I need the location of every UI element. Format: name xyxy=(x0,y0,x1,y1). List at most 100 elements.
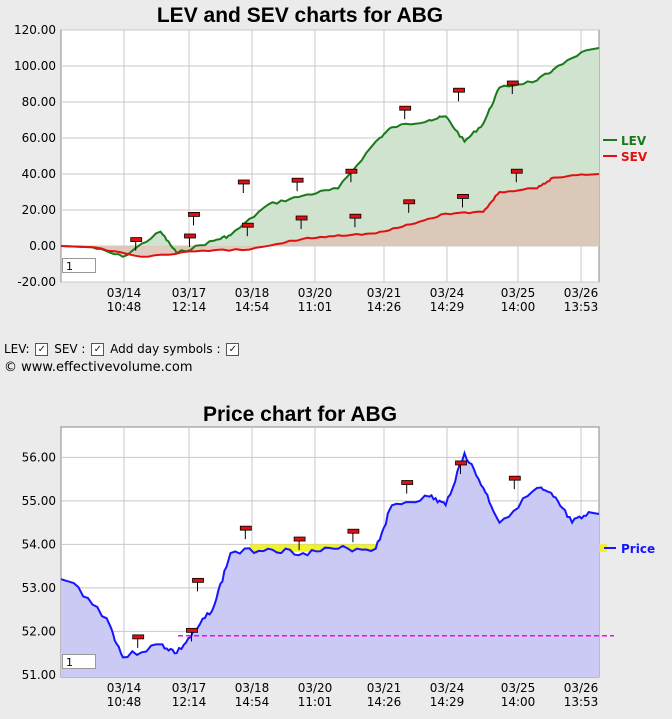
price-day-marker xyxy=(192,577,204,583)
x-tick-date: 03/26 xyxy=(564,681,599,695)
y-tick-label: 120.00 xyxy=(14,23,56,37)
x-tick-time: 14:00 xyxy=(501,300,536,314)
lev-day-marker xyxy=(130,237,143,243)
x-tick-date: 03/21 xyxy=(367,286,402,300)
x-tick-time: 14:26 xyxy=(367,300,402,314)
price-day-marker xyxy=(508,475,521,481)
lev-day-marker xyxy=(349,213,362,219)
x-tick-date: 03/17 xyxy=(172,286,207,300)
price-chart-title: Price chart for ABG xyxy=(203,403,397,426)
x-tick-time: 14:29 xyxy=(430,695,465,709)
x-tick-time: 14:26 xyxy=(367,695,402,709)
y-tick-label: 60.00 xyxy=(22,131,56,145)
price-day-marker xyxy=(186,627,198,633)
x-tick-time: 13:53 xyxy=(564,300,599,314)
x-tick-time: 14:54 xyxy=(235,300,270,314)
y-tick-label: -20.00 xyxy=(17,275,56,289)
x-tick-time: 11:01 xyxy=(298,300,333,314)
lev-day-marker xyxy=(399,105,412,111)
lev-day-marker xyxy=(453,87,465,93)
lev-day-marker xyxy=(184,233,196,239)
price-day-marker xyxy=(455,460,467,466)
x-tick-time: 12:14 xyxy=(172,695,207,709)
x-tick-time: 14:00 xyxy=(501,695,536,709)
lev-day-marker xyxy=(510,168,523,174)
x-tick-time: 10:48 xyxy=(107,300,142,314)
x-tick-date: 03/14 xyxy=(107,681,142,695)
price-legend-label: Price xyxy=(621,542,655,556)
day-symbols-label: Add day symbols : xyxy=(110,342,221,356)
y-tick-label: 55.00 xyxy=(22,494,56,508)
lev-day-marker xyxy=(506,80,519,86)
y-tick-label: 0.00 xyxy=(29,239,56,253)
y-tick-label: 52.00 xyxy=(22,624,56,638)
series-controls: LEV: ✓ SEV : ✓ Add day symbols : ✓ xyxy=(4,342,241,356)
lev-day-marker xyxy=(295,215,308,221)
x-tick-date: 03/14 xyxy=(107,286,142,300)
price-line xyxy=(60,449,600,659)
y-tick-label: 80.00 xyxy=(22,95,56,109)
y-tick-label: 53.00 xyxy=(22,581,56,595)
lev-day-marker xyxy=(457,193,469,199)
lev-day-marker xyxy=(241,222,254,228)
y-tick-label: 51.00 xyxy=(22,668,56,682)
price-day-markers xyxy=(132,460,521,648)
x-tick-time: 12:14 xyxy=(172,300,207,314)
price-day-marker xyxy=(401,480,414,485)
lev-checkbox[interactable]: ✓ xyxy=(35,343,49,356)
y-tick-label: 54.00 xyxy=(22,537,56,551)
price-area xyxy=(61,453,599,677)
day-symbols-checkbox[interactable]: ✓ xyxy=(226,343,240,356)
price-series xyxy=(60,449,614,677)
x-tick-time: 14:54 xyxy=(235,695,270,709)
x-tick-time: 13:53 xyxy=(564,695,599,709)
x-tick-time: 14:29 xyxy=(430,300,465,314)
y-tick-label: 56.00 xyxy=(22,450,56,464)
top-page-box[interactable]: 1 xyxy=(62,258,96,273)
lev-toggle-label: LEV: xyxy=(4,342,30,356)
lev-day-marker xyxy=(188,211,200,217)
x-tick-date: 03/24 xyxy=(430,681,465,695)
lev-legend-label: LEV xyxy=(621,134,647,148)
sev-line xyxy=(60,173,600,258)
top-series xyxy=(60,47,600,258)
x-tick-date: 03/24 xyxy=(430,286,465,300)
sev-area xyxy=(61,174,599,257)
lev-day-marker xyxy=(291,177,304,183)
sev-checkbox[interactable]: ✓ xyxy=(91,343,105,356)
price-legend: Price xyxy=(604,542,655,556)
x-tick-date: 03/25 xyxy=(501,681,536,695)
price-day-marker xyxy=(347,528,360,534)
lev-day-marker xyxy=(345,168,358,174)
x-tick-date: 03/26 xyxy=(564,286,599,300)
y-tick-label: 20.00 xyxy=(22,203,56,217)
x-tick-date: 03/17 xyxy=(172,681,207,695)
sev-legend-label: SEV xyxy=(621,150,648,164)
copyright-text: © www.effectivevolume.com xyxy=(4,360,193,375)
x-tick-date: 03/18 xyxy=(235,681,270,695)
x-tick-date: 03/25 xyxy=(501,286,536,300)
price-day-marker xyxy=(132,634,145,640)
top-day-markers xyxy=(130,80,523,251)
sev-toggle-label: SEV : xyxy=(54,342,86,356)
price-y-ticks: 56.00 55.00 54.00 53.00 52.00 51.00 xyxy=(22,450,56,681)
x-tick-date: 03/18 xyxy=(235,286,270,300)
price-day-marker xyxy=(293,536,306,542)
x-tick-date: 03/20 xyxy=(298,286,333,300)
x-tick-date: 03/20 xyxy=(298,681,333,695)
x-tick-time: 10:48 xyxy=(107,695,142,709)
y-tick-label: 40.00 xyxy=(22,167,56,181)
y-tick-label: 100.00 xyxy=(14,59,56,73)
top-chart-title: LEV and SEV charts for ABG xyxy=(157,4,443,27)
price-day-marker xyxy=(239,525,252,531)
top-legend: LEV SEV xyxy=(603,134,648,164)
x-tick-date: 03/21 xyxy=(367,681,402,695)
lev-area xyxy=(61,48,599,257)
lev-day-marker xyxy=(403,199,416,205)
bottom-page-box[interactable]: 1 xyxy=(62,654,96,669)
x-tick-time: 11:01 xyxy=(298,695,333,709)
lev-day-marker xyxy=(237,179,250,185)
